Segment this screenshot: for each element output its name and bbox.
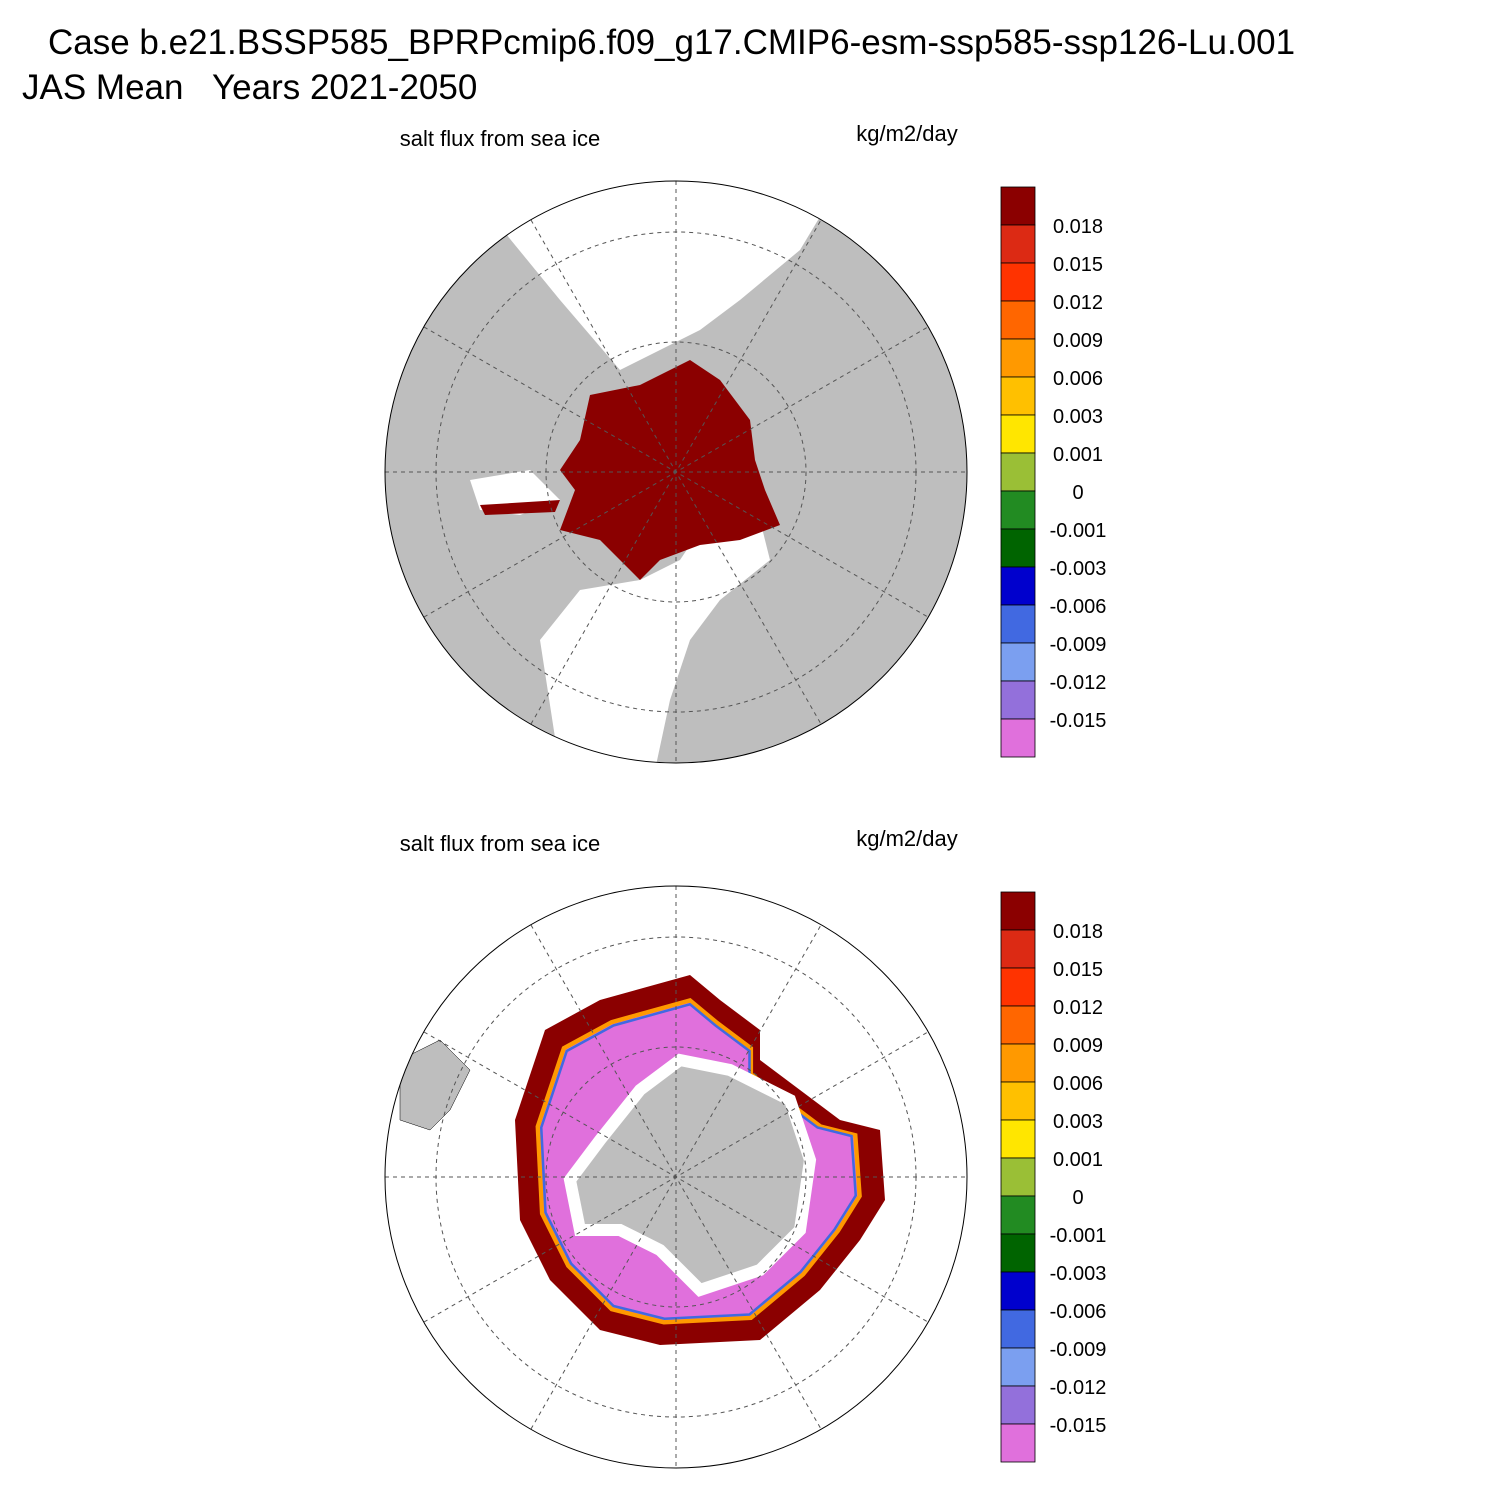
units-label: kg/m2/day bbox=[856, 826, 958, 851]
colorbar-box bbox=[1000, 528, 1036, 568]
colorbar-box bbox=[1000, 1119, 1036, 1159]
colorbar-label: -0.006 bbox=[1050, 1301, 1107, 1323]
colorbar-box bbox=[1000, 718, 1036, 758]
grid-line bbox=[385, 181, 967, 763]
colorbar-label: 0 bbox=[1072, 1187, 1083, 1209]
map-border bbox=[384, 180, 968, 764]
colorbar-label: 0.015 bbox=[1053, 959, 1103, 981]
colorbar-label: 0.009 bbox=[1053, 330, 1103, 352]
colorbar-box bbox=[1000, 452, 1036, 492]
colorbar-label: -0.015 bbox=[1050, 710, 1107, 732]
grid-line bbox=[385, 886, 967, 1468]
colorbar-box bbox=[1000, 414, 1036, 454]
colorbar-label: -0.015 bbox=[1050, 1415, 1107, 1437]
colorbar-label: 0.006 bbox=[1053, 1073, 1103, 1095]
colorbar-box bbox=[1000, 224, 1036, 264]
south-map bbox=[399, 975, 885, 1345]
colorbar-box bbox=[1000, 1005, 1036, 1045]
colorbar-box bbox=[1000, 376, 1036, 416]
header-line1: Case b.e21.BSSP585_BPRPcmip6.f09_g17.CMI… bbox=[48, 23, 1295, 62]
colorbar-box bbox=[1000, 1195, 1036, 1235]
colorbar-label: -0.001 bbox=[1050, 1225, 1107, 1247]
colorbar-box bbox=[1000, 1233, 1036, 1273]
colorbar-box bbox=[1000, 967, 1036, 1007]
colorbar-box bbox=[1000, 186, 1036, 226]
sea-ice bbox=[539, 1002, 858, 1321]
sea-ice bbox=[480, 500, 560, 515]
colorbar-label: -0.003 bbox=[1050, 1263, 1107, 1285]
ocean bbox=[470, 181, 830, 370]
colorbar-box bbox=[1000, 566, 1036, 606]
colorbar-label: -0.012 bbox=[1050, 1377, 1107, 1399]
colorbar-box bbox=[1000, 1309, 1036, 1349]
colorbar-box bbox=[1000, 1043, 1036, 1083]
colorbar-box bbox=[1000, 1271, 1036, 1311]
colorbar-label: 0.018 bbox=[1053, 921, 1103, 943]
panel-title: salt flux from sea ice bbox=[400, 831, 601, 856]
ocean bbox=[540, 520, 770, 763]
colorbar-label: 0.012 bbox=[1053, 292, 1103, 314]
sea-ice bbox=[560, 360, 780, 580]
colorbar-box bbox=[1000, 1157, 1036, 1197]
colorbar-label: 0.015 bbox=[1053, 254, 1103, 276]
colorbar-label: 0 bbox=[1072, 482, 1083, 504]
colorbar-label: -0.003 bbox=[1050, 558, 1107, 580]
colorbar-box bbox=[1000, 680, 1036, 720]
north-grid bbox=[384, 180, 968, 764]
colorbar-label: 0.003 bbox=[1053, 1111, 1103, 1133]
land bbox=[399, 1039, 471, 1131]
colorbar-box bbox=[1000, 490, 1036, 530]
colorbar-label: 0.001 bbox=[1053, 1149, 1103, 1171]
colorbar-box bbox=[1000, 642, 1036, 682]
colorbar-label: 0.009 bbox=[1053, 1035, 1103, 1057]
colorbar-label: 0.012 bbox=[1053, 997, 1103, 1019]
colorbar-label: -0.012 bbox=[1050, 672, 1107, 694]
colorbar-label: -0.001 bbox=[1050, 520, 1107, 542]
colorbar-box bbox=[1000, 262, 1036, 302]
colorbar-label: -0.009 bbox=[1050, 1339, 1107, 1361]
colorbar-label: -0.009 bbox=[1050, 634, 1107, 656]
colorbar-box bbox=[1000, 338, 1036, 378]
colorbar-box bbox=[1000, 1385, 1036, 1425]
south-grid bbox=[384, 885, 968, 1469]
colorbar-box bbox=[1000, 300, 1036, 340]
panel-title: salt flux from sea ice bbox=[400, 126, 601, 151]
colorbar-box bbox=[1000, 604, 1036, 644]
colorbar-label: 0.018 bbox=[1053, 216, 1103, 238]
colorbar-box bbox=[1000, 891, 1036, 931]
colorbar-box bbox=[1000, 929, 1036, 969]
colorbar-box bbox=[1000, 1347, 1036, 1387]
colorbar-label: 0.006 bbox=[1053, 368, 1103, 390]
colorbar-box bbox=[1000, 1423, 1036, 1463]
colorbar-label: -0.006 bbox=[1050, 596, 1107, 618]
units-label: kg/m2/day bbox=[856, 121, 958, 146]
colorbar-label: 0.003 bbox=[1053, 406, 1103, 428]
header-line2: JAS Mean Years 2021-2050 bbox=[22, 68, 477, 107]
colorbar-box bbox=[1000, 1081, 1036, 1121]
colorbar-label: 0.001 bbox=[1053, 444, 1103, 466]
map-border bbox=[384, 885, 968, 1469]
